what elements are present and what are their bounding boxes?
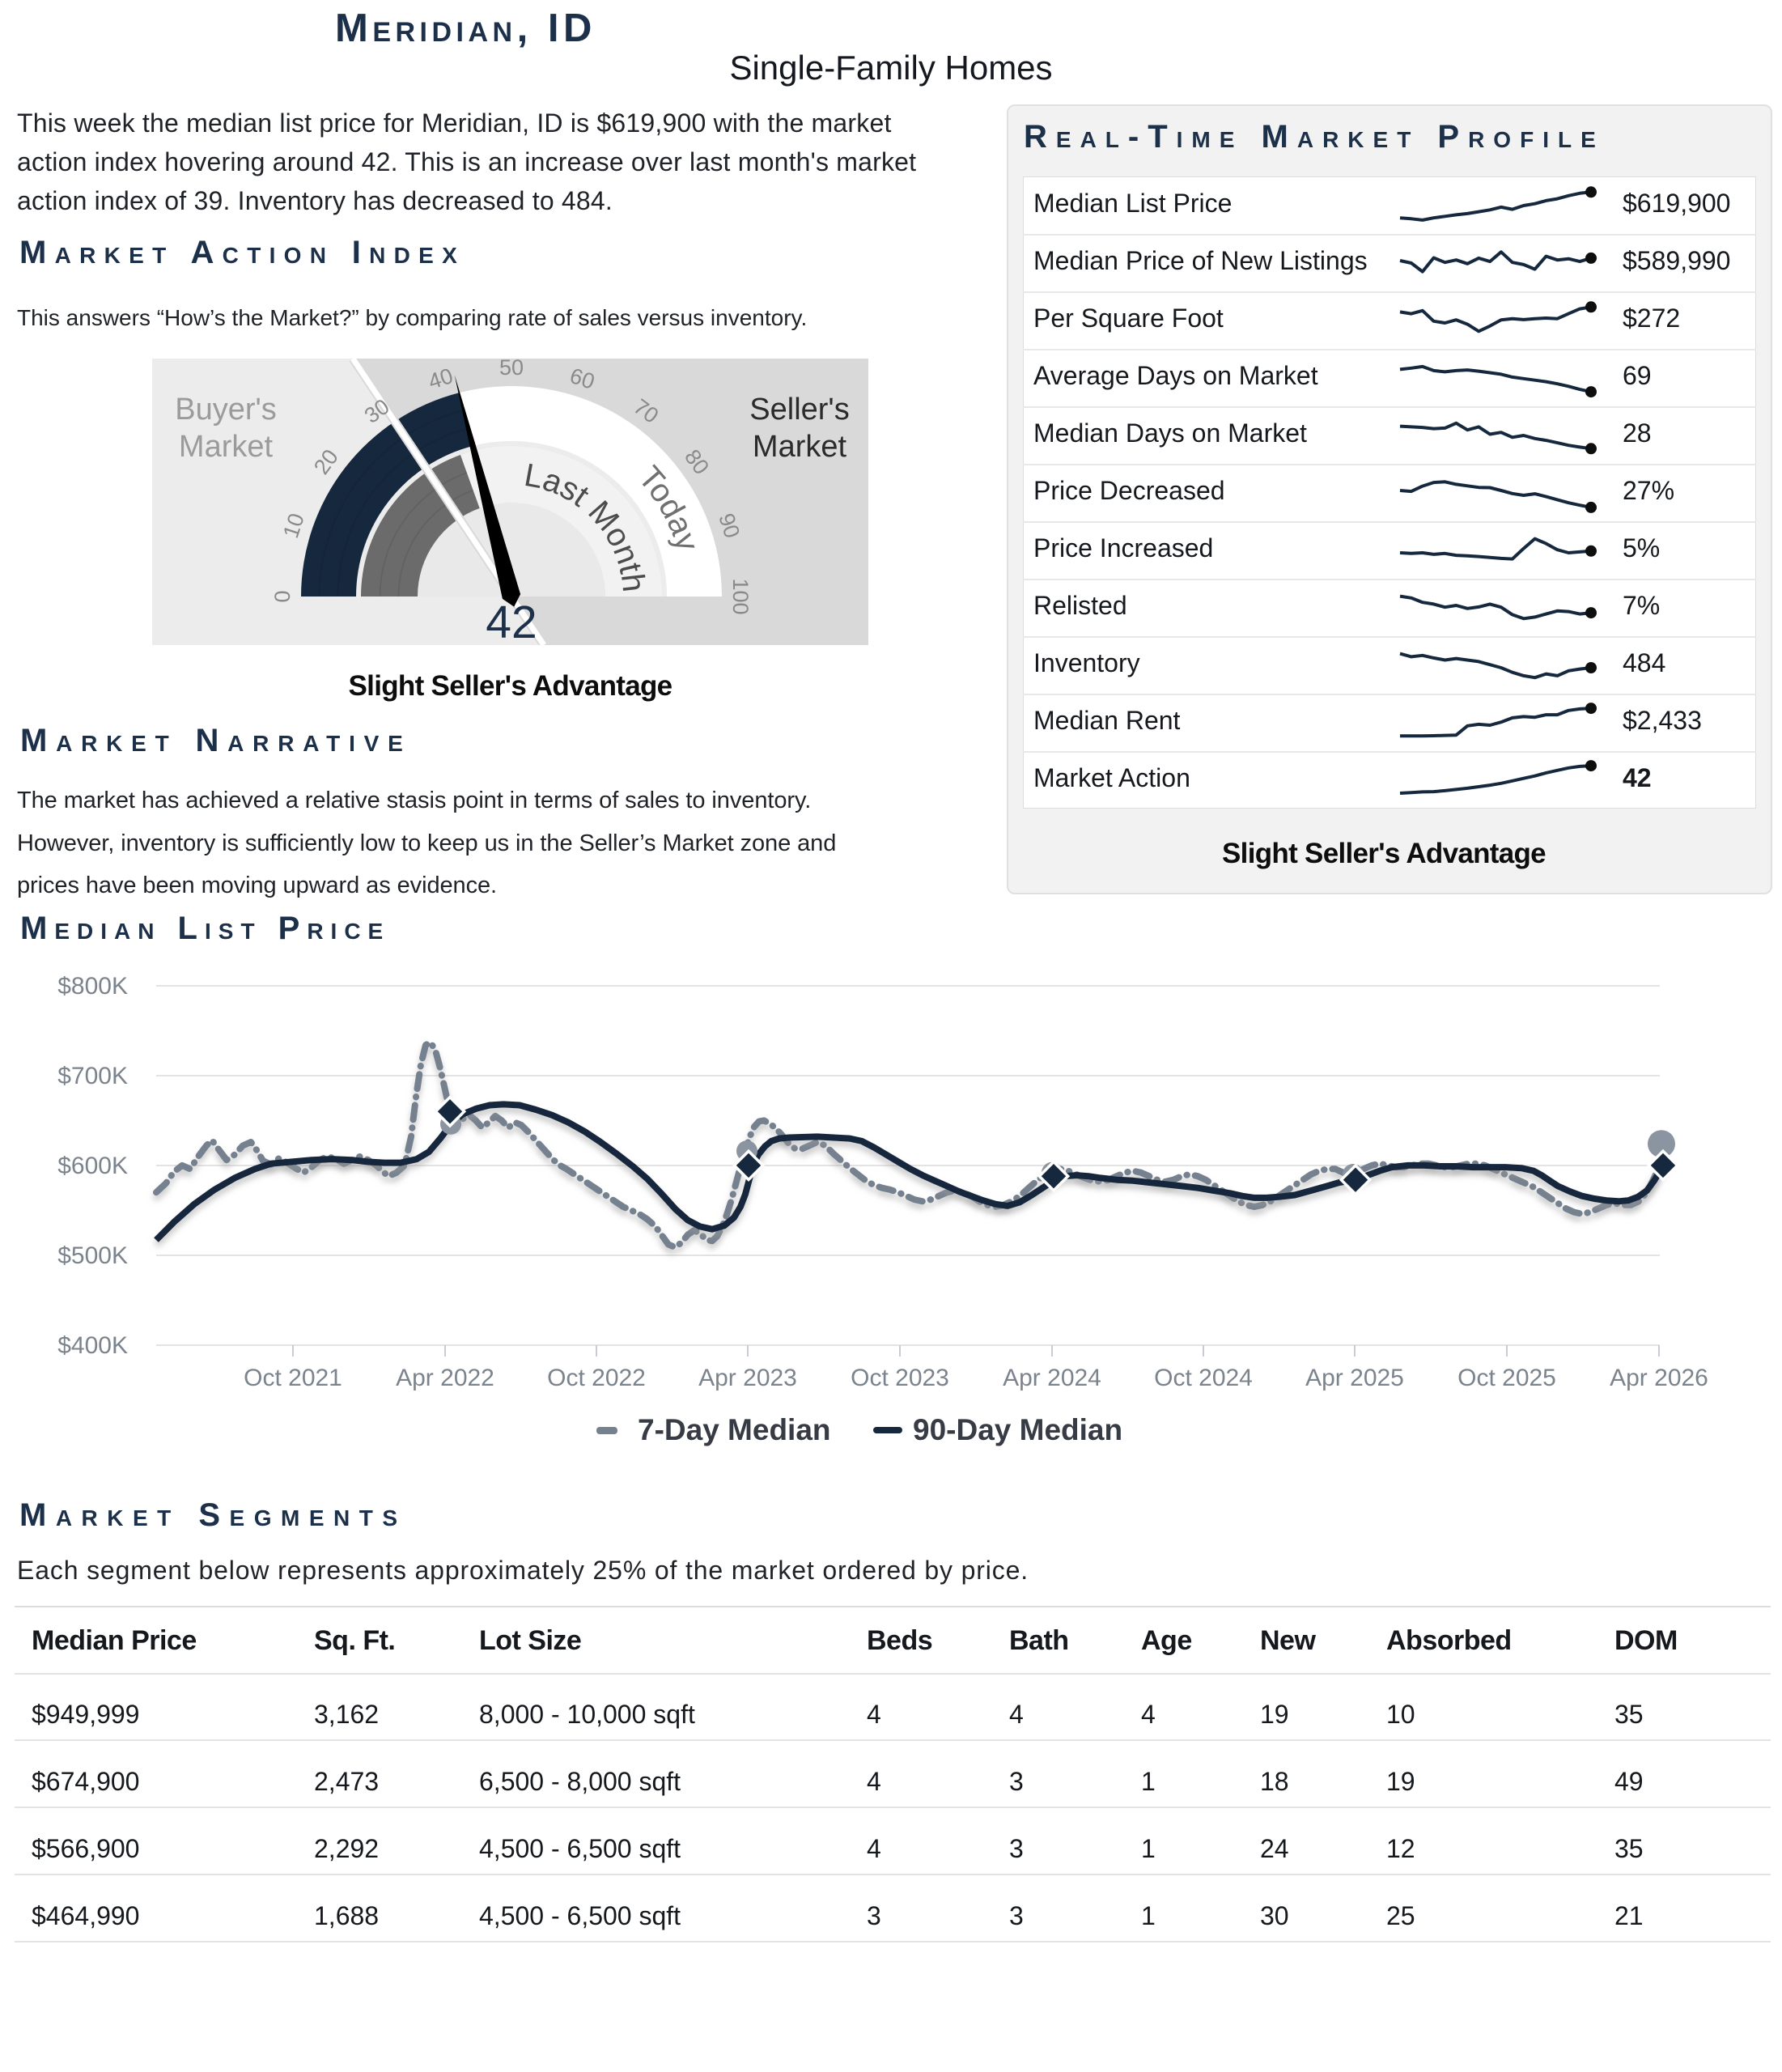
svg-text:$600K: $600K	[57, 1153, 128, 1179]
svg-text:Oct 2023: Oct 2023	[851, 1365, 949, 1391]
svg-text:$700K: $700K	[57, 1063, 128, 1089]
svg-text:0: 0	[270, 590, 295, 602]
svg-text:Seller's: Seller's	[749, 393, 849, 427]
svg-text:$400K: $400K	[57, 1332, 128, 1359]
svg-text:Oct 2021: Oct 2021	[244, 1365, 342, 1391]
svg-text:Oct 2024: Oct 2024	[1154, 1365, 1253, 1391]
svg-text:Buyer's: Buyer's	[175, 393, 277, 427]
svg-text:Apr 2023: Apr 2023	[698, 1365, 797, 1391]
svg-text:Apr 2024: Apr 2024	[1003, 1365, 1101, 1391]
svg-text:$800K: $800K	[57, 973, 128, 1000]
svg-text:100: 100	[728, 578, 753, 614]
svg-text:Apr 2022: Apr 2022	[396, 1365, 494, 1391]
svg-text:Apr 2025: Apr 2025	[1305, 1365, 1404, 1391]
svg-text:Apr 2026: Apr 2026	[1610, 1365, 1708, 1391]
svg-text:Market: Market	[179, 430, 274, 464]
svg-text:42: 42	[486, 597, 537, 645]
svg-text:Market: Market	[753, 430, 847, 464]
svg-text:Oct 2025: Oct 2025	[1457, 1365, 1556, 1391]
svg-text:Oct 2022: Oct 2022	[547, 1365, 646, 1391]
svg-text:$500K: $500K	[57, 1242, 128, 1269]
svg-text:50: 50	[499, 359, 524, 380]
